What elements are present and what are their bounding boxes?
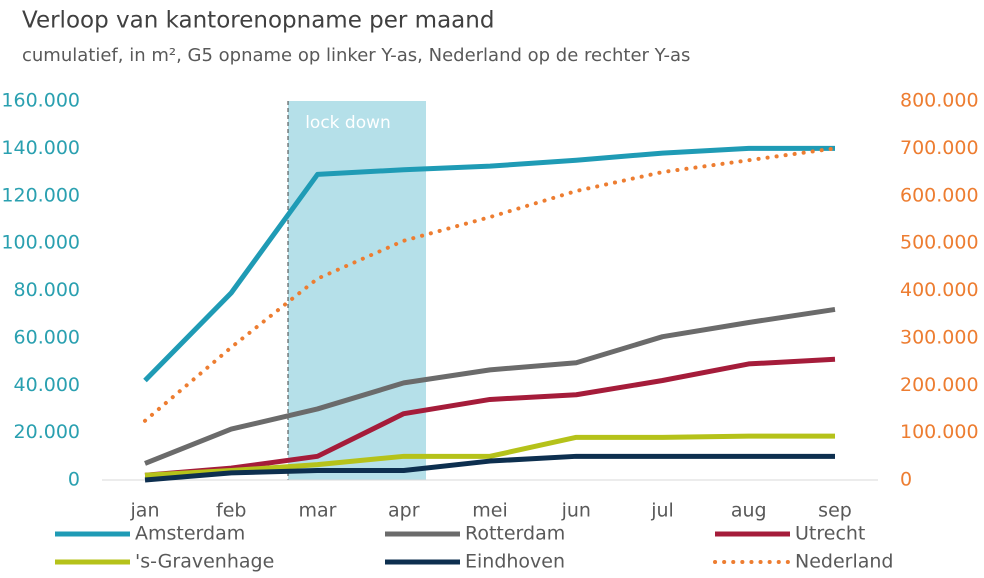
y2-tick-label: 0 xyxy=(900,469,912,491)
y2-tick-label: 400.000 xyxy=(900,279,979,301)
series-line xyxy=(144,433,835,478)
annotation: lock down xyxy=(305,113,391,133)
y2-tick-label: 800.000 xyxy=(900,90,979,112)
y-tick-label: 0 xyxy=(68,469,80,491)
y-tick-label: 80.000 xyxy=(14,279,80,301)
y-tick-label: 60.000 xyxy=(14,326,80,348)
legend-label: Amsterdam xyxy=(135,523,245,545)
lockdown-band xyxy=(288,101,426,480)
legend-label: Nederland xyxy=(795,551,894,573)
x-tick-label: jun xyxy=(561,500,591,522)
chart-subtitle: cumulatief, in m², G5 opname op linker Y… xyxy=(22,45,690,66)
y2-tick-label: 500.000 xyxy=(900,232,979,254)
series-line xyxy=(144,306,836,466)
y2-tick-label: 100.000 xyxy=(900,421,979,443)
y-tick-label: 160.000 xyxy=(1,90,80,112)
chart-title: Verloop van kantorenopname per maand xyxy=(22,8,494,34)
y-tick-label: 100.000 xyxy=(1,232,80,254)
x-tick-label: sep xyxy=(818,500,852,522)
y2-tick-label: 200.000 xyxy=(900,374,979,396)
y2-tick-label: 700.000 xyxy=(900,137,979,159)
y-tick-label: 120.000 xyxy=(1,184,80,206)
x-tick-label: apr xyxy=(388,500,420,522)
y-tick-label: 140.000 xyxy=(1,137,80,159)
x-tick-label: feb xyxy=(216,500,246,522)
legend-label: Eindhoven xyxy=(465,551,565,573)
y-tick-label: 40.000 xyxy=(14,374,80,396)
x-tick-label: jan xyxy=(130,500,160,522)
series-line xyxy=(144,356,836,478)
legend-label: 's-Gravenhage xyxy=(135,551,274,573)
series-line xyxy=(144,453,835,483)
y2-tick-label: 600.000 xyxy=(900,184,979,206)
x-tick-label: mar xyxy=(299,500,337,522)
legend-label: Rotterdam xyxy=(465,523,565,545)
y2-tick-label: 300.000 xyxy=(900,326,979,348)
series-line xyxy=(143,145,835,383)
series-line xyxy=(143,146,837,423)
x-tick-label: aug xyxy=(731,500,767,522)
y-tick-label: 20.000 xyxy=(14,421,80,443)
legend-label: Utrecht xyxy=(795,523,865,545)
x-tick-label: jul xyxy=(650,500,674,522)
x-tick-label: mei xyxy=(472,500,507,522)
